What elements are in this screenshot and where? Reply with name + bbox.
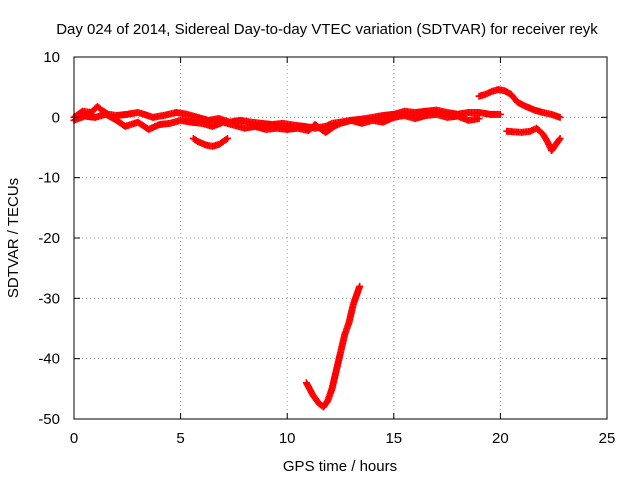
- y-tick-label: -30: [38, 290, 60, 307]
- data-point: [556, 113, 564, 121]
- y-axis-label: SDTVAR / TECUs: [5, 178, 22, 298]
- x-axis-label: GPS time / hours: [283, 458, 397, 475]
- y-tick-label: 10: [43, 49, 60, 66]
- x-tick-label: 15: [385, 430, 402, 447]
- x-tick-label: 5: [176, 430, 184, 447]
- x-tick-label: 25: [599, 430, 616, 447]
- y-tick-label: -10: [38, 170, 60, 187]
- data-point: [356, 282, 364, 290]
- data-point: [224, 134, 232, 142]
- y-tick-label: -40: [38, 351, 60, 368]
- data-point: [556, 134, 564, 142]
- x-tick-label: 0: [70, 430, 78, 447]
- x-tick-label: 20: [492, 430, 509, 447]
- x-tick-label: 10: [279, 430, 296, 447]
- data-point: [496, 110, 504, 118]
- chart-title: Day 024 of 2014, Sidereal Day-to-day VTE…: [56, 21, 598, 38]
- tick-labels: 0 5 10 15 20 25 -50 -40 -30 -20 -10 0 10: [38, 49, 615, 447]
- data-point: [555, 136, 563, 144]
- y-tick-label: -50: [38, 411, 60, 428]
- y-tick-label: -20: [38, 230, 60, 247]
- data-points: [70, 86, 564, 411]
- data-point: [475, 115, 483, 123]
- axis-ticks: [73, 56, 608, 420]
- data-point: [222, 135, 230, 143]
- y-tick-label: 0: [52, 109, 60, 126]
